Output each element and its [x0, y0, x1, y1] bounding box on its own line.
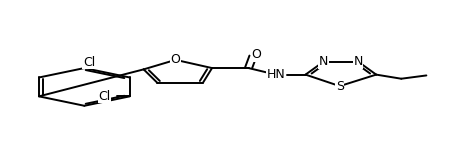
Text: Cl: Cl	[98, 90, 111, 103]
Text: HN: HN	[266, 68, 285, 81]
Text: S: S	[335, 80, 343, 93]
Text: O: O	[170, 53, 180, 66]
Text: Cl: Cl	[83, 56, 95, 69]
Text: O: O	[251, 48, 261, 62]
Text: N: N	[318, 55, 328, 68]
Text: N: N	[353, 55, 362, 68]
